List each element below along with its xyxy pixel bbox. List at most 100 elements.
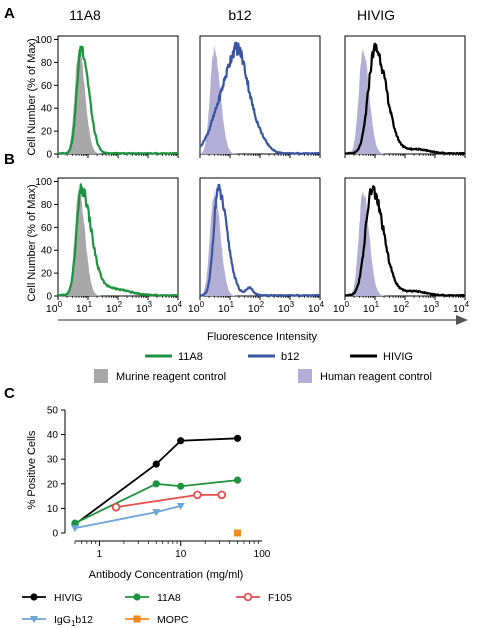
c-xlabel: Antibody Concentration (mg/ml): [89, 569, 244, 581]
legend-swatch-murine: [94, 369, 108, 383]
series-0-point-3: [233, 434, 242, 442]
ytick-label-b-60: 60: [41, 223, 53, 234]
series-2-point-1: [193, 490, 202, 500]
panel-label-a: A: [4, 5, 15, 22]
legend-lines: 11A8 b12 HIVIG Murine reagent control Hu…: [94, 351, 432, 383]
xtick-label-hivig-3: 103: [423, 300, 440, 315]
ytick-label-b-40: 40: [41, 246, 53, 257]
xtick-label-hivig-1: 101: [363, 300, 380, 315]
xtick-label-b12-4: 104: [308, 300, 325, 315]
xtick-label-hivig-4: 104: [453, 300, 470, 315]
c-legend-marker-3: [30, 616, 38, 623]
series-0-point-1: [152, 460, 160, 468]
c-legend-marker-4: [133, 615, 141, 623]
xtick-label-b12-3: 103: [278, 300, 295, 315]
c-legend-label-1: 11A8: [157, 592, 181, 604]
series-3: [71, 502, 185, 533]
legend-label-b12: b12: [281, 351, 299, 363]
panel-c-legend: HIVIG 11A8 F105 IgG1b12 MOPC: [22, 592, 292, 628]
c-legend-label-0: HIVIG: [54, 592, 83, 604]
series-4-point-0: [234, 529, 242, 537]
ytick-label-a-60: 60: [41, 81, 53, 92]
histogram-a-b12: [199, 35, 321, 158]
xtick-label-hivig-0: 100: [333, 300, 350, 315]
xtick-label-11a8-1: 101: [76, 300, 93, 315]
histogram-a-11a8: [57, 35, 179, 158]
xtick-label-b12-2: 102: [248, 300, 265, 315]
sample-line-a-b12: [199, 41, 321, 156]
xtick-label-11a8-3: 103: [136, 300, 153, 315]
histogram-ylabel-a: Cell Number (% of Max): [26, 38, 38, 155]
c-legend-label-4: MOPC: [157, 614, 189, 626]
ytick-label-a-20: 20: [41, 127, 53, 138]
xtick-label-11a8-4: 104: [166, 300, 183, 315]
c-legend-marker-0: [30, 593, 38, 601]
c-ytick-label-0: 0: [52, 529, 58, 540]
xtick-label-11a8-2: 102: [106, 300, 123, 315]
histogram-b-11a8: [57, 177, 179, 300]
series-4: [234, 529, 242, 537]
column-title-b12: b12: [228, 7, 252, 23]
panel-c-chart: 0 10 20 30 40 50 1 10 100: [47, 406, 271, 561]
c-ytick-label-40: 40: [47, 430, 59, 441]
c-ylabel: % Positive Cells: [26, 430, 38, 509]
legend-swatch-human: [298, 369, 312, 383]
series-2-line: [115, 493, 222, 509]
c-ytick-label-50: 50: [47, 406, 59, 417]
c-xtick-label-1: 1: [97, 549, 103, 560]
ytick-label-a-100: 100: [35, 35, 52, 46]
series-1-point-2: [177, 482, 185, 490]
sample-line-b-b12: [199, 183, 321, 298]
legend-label-human: Human reagent control: [320, 371, 432, 383]
series-3-point-1: [152, 509, 161, 517]
c-legend-label-3: IgG1b12: [54, 614, 93, 628]
c-xtick-label-100: 100: [254, 549, 271, 560]
legend-label-11a8: 11A8: [178, 351, 203, 363]
sample-line-b-hivig: [344, 185, 466, 298]
c-ytick-label-30: 30: [47, 455, 59, 466]
ytick-label-b-0: 0: [46, 292, 52, 303]
c-legend-label-2: F105: [268, 592, 292, 604]
fluorescence-xlabel: Fluorescence Intensity: [207, 331, 318, 343]
sample-line-b-11a8: [57, 183, 179, 298]
xtick-label-b12-1: 101: [218, 300, 235, 315]
xtick-label-11a8-0: 100: [46, 300, 63, 315]
series-2-point-0: [111, 502, 121, 512]
histogram-a-hivig: [344, 35, 466, 158]
xtick-label-b12-0: 100: [188, 300, 205, 315]
column-title-11a8: 11A8: [69, 7, 101, 23]
ytick-label-b-80: 80: [41, 200, 53, 211]
xtick-label-hivig-2: 102: [393, 300, 410, 315]
series-2-point-2: [217, 490, 227, 500]
series-1-point-3: [233, 476, 242, 484]
ytick-label-a-0: 0: [46, 150, 52, 161]
series-3-point-0: [71, 525, 79, 533]
c-ytick-label-20: 20: [47, 479, 59, 490]
control-fill-b-b12: [200, 187, 320, 296]
series-1-point-1: [152, 480, 160, 488]
series-3-line: [74, 505, 181, 529]
ytick-label-a-40: 40: [41, 104, 53, 115]
control-fill-a-11a8: [58, 44, 178, 155]
histogram-ylabel-b: Cell Number (% of Max): [26, 184, 38, 301]
c-legend-marker-2: [243, 592, 253, 602]
series-3-point-2: [176, 502, 185, 510]
c-ytick-label-10: 10: [47, 504, 59, 515]
series-0-line: [74, 437, 238, 526]
series-2: [111, 490, 227, 512]
fluorescence-arrow-head: [456, 315, 468, 325]
panel-label-c: C: [4, 385, 15, 402]
control-fill-b-11a8: [58, 187, 178, 296]
ytick-label-a-80: 80: [41, 58, 53, 69]
c-xtick-label-10: 10: [175, 549, 187, 560]
sample-line-a-hivig: [344, 42, 466, 156]
column-title-hivig: HIVIG: [357, 7, 395, 23]
ytick-label-b-20: 20: [41, 269, 53, 280]
series-0-point-2: [177, 437, 185, 445]
c-legend-marker-1: [133, 593, 141, 601]
panel-label-b: B: [4, 151, 15, 168]
sample-line-a-11a8: [57, 45, 179, 156]
ytick-label-b-100: 100: [35, 177, 52, 188]
